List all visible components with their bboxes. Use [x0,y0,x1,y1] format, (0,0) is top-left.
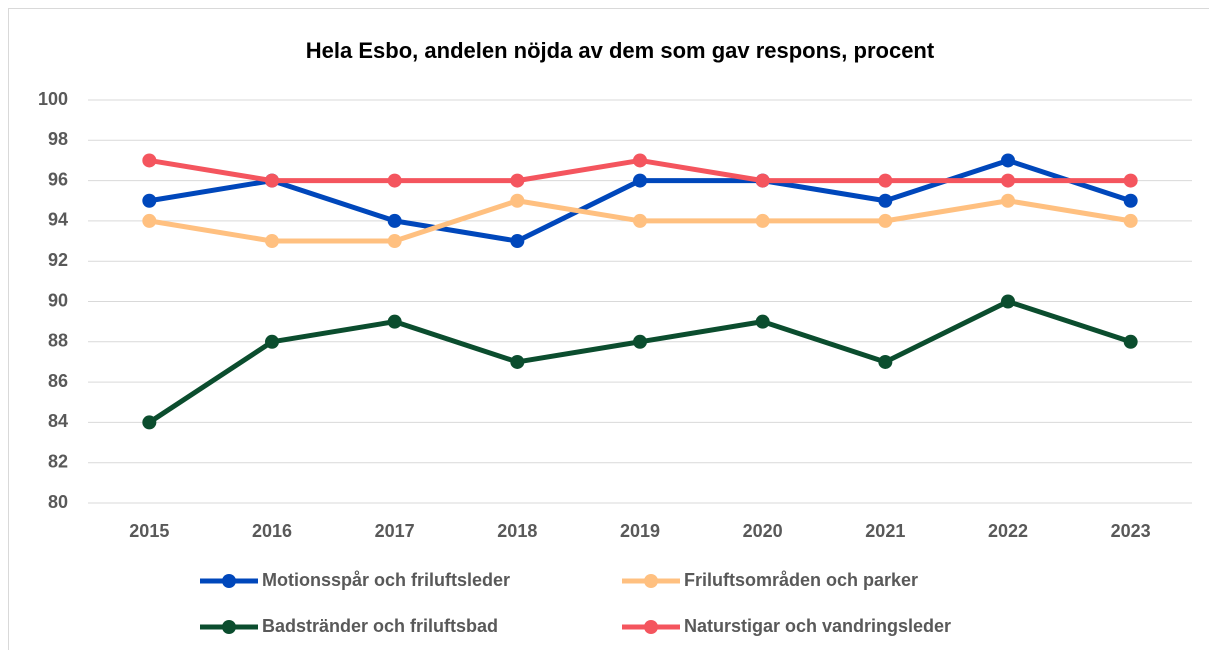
x-tick-label: 2021 [865,521,905,541]
y-tick-label: 80 [48,492,68,512]
data-point [755,213,770,228]
x-tick-label: 2020 [743,521,783,541]
data-point [142,415,157,430]
y-tick-label: 98 [48,129,68,149]
chart-border [8,8,1209,650]
data-point [755,173,770,188]
data-point [510,173,525,188]
y-tick-label: 84 [48,411,68,431]
legend-label: Naturstigar och vandringsleder [684,616,951,636]
data-point [387,234,402,249]
data-point [1123,173,1138,188]
data-point [755,314,770,329]
data-point [142,193,157,208]
data-point [510,234,525,249]
y-tick-label: 88 [48,331,68,351]
legend-label: Friluftsområden och parker [684,570,918,590]
series-line [147,299,1132,425]
x-tick-label: 2017 [375,521,415,541]
y-tick-label: 100 [38,89,68,109]
data-point [510,354,525,369]
legend-marker [222,620,236,634]
series-line [148,157,1132,244]
data-point [878,213,893,228]
x-tick-label: 2015 [129,521,169,541]
data-point [1123,193,1138,208]
data-point [1123,213,1138,228]
data-point [387,314,402,329]
data-point [1001,294,1015,309]
data-point [387,213,402,228]
legend-label: Badstränder och friluftsbad [262,616,498,636]
x-tick-label: 2019 [620,521,660,541]
legend-marker [644,620,658,634]
data-point [265,334,279,349]
legend-label: Motionsspår och friluftsleder [262,570,510,590]
data-point [142,153,157,168]
data-point [878,193,893,208]
data-point [387,173,402,188]
x-tick-label: 2022 [988,521,1028,541]
data-point [265,234,279,249]
x-tick-label: 2023 [1111,521,1151,541]
x-tick-label: 2016 [252,521,292,541]
data-point [633,173,647,188]
data-point [633,153,647,168]
data-point [1001,173,1015,188]
legend-marker [222,574,236,588]
y-tick-label: 82 [48,451,68,471]
data-point [1123,334,1138,349]
data-point [142,213,157,228]
x-tick-label: 2018 [497,521,537,541]
data-point [633,213,647,228]
legend-marker [644,574,658,588]
data-point [265,173,279,188]
data-point [1001,153,1015,168]
data-point [633,334,647,349]
y-tick-label: 90 [48,290,68,310]
data-point [1001,193,1015,208]
data-point [878,173,893,188]
data-point [878,354,893,369]
y-tick-label: 86 [48,371,68,391]
y-tick-label: 96 [48,169,68,189]
chart-title: Hela Esbo, andelen nöjda av dem som gav … [306,38,935,63]
y-tick-label: 94 [48,210,68,230]
y-tick-label: 92 [48,250,68,270]
data-point [510,193,525,208]
